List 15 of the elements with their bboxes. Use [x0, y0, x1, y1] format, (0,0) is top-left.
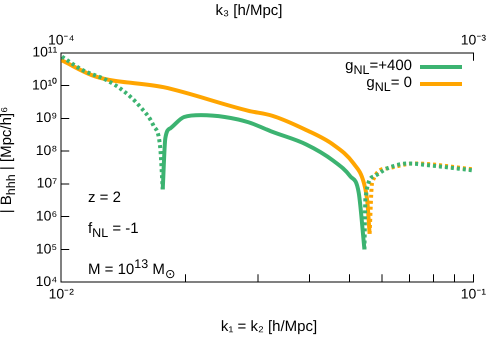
- x2-tick-label: 10⁻³: [460, 31, 486, 48]
- annotation: f$_{NL}$ = -1: [88, 219, 140, 242]
- x2-axis-title: k₃ [h/Mpc]: [214, 2, 284, 19]
- annotation: z = 2: [88, 188, 122, 208]
- legend-label: g$_{NL}$=+400: [345, 56, 412, 76]
- y-tick-label: 10¹⁰: [32, 76, 58, 92]
- y-tick-label: 10⁵: [36, 240, 58, 256]
- y-tick-label: 10⁸: [36, 142, 58, 158]
- x-axis-title: k₁ = k₂ [h/Mpc]: [220, 318, 318, 335]
- legend-label: g$_{NL}$= 0: [366, 74, 412, 94]
- y-tick-label: 10⁶: [36, 208, 58, 224]
- y-tick-label: 10⁹: [36, 109, 58, 126]
- y-tick-label: 10⁷: [36, 174, 58, 191]
- x-tick-label: 10⁻¹: [460, 285, 486, 302]
- annotation: M = 10$^{13}$ M$_{⊙}$: [88, 256, 176, 283]
